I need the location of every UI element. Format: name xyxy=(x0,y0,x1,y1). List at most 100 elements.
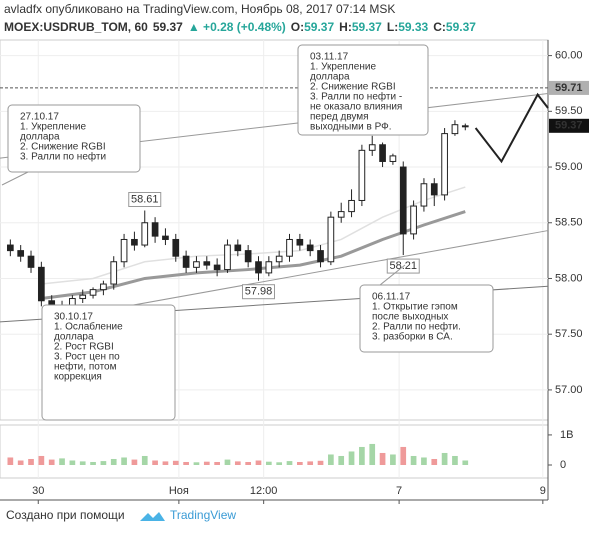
published-line: avladfx опубликовано на TradingView.com,… xyxy=(4,2,395,16)
candle-body xyxy=(89,289,97,296)
candle-body xyxy=(379,144,386,162)
ohlc-label: C: xyxy=(433,20,446,34)
ohlc-label: L: xyxy=(387,20,398,34)
x-tick-label: Ноя xyxy=(169,485,189,497)
volume-bar xyxy=(421,457,427,465)
ohlc-label: O: xyxy=(291,20,304,34)
callout-text: доллара xyxy=(310,72,350,83)
footer-text: Создано при помощи xyxy=(6,508,125,522)
candle-body xyxy=(110,261,118,285)
volume-bar xyxy=(193,462,200,465)
change: ▲ +0.28 (+0.48%) xyxy=(188,20,286,34)
callout-text: 3. Ралли по нефти - xyxy=(310,91,402,103)
symbol: MOEX:USDRUB_TOM, 60 xyxy=(4,20,148,34)
candle-body xyxy=(255,261,262,274)
volume-bar xyxy=(400,446,407,465)
candle-body xyxy=(100,283,107,291)
volume-bar xyxy=(379,452,386,465)
candle-body xyxy=(141,222,149,246)
ohlc-value: 59.37 xyxy=(304,20,334,34)
volume-bar xyxy=(431,458,438,465)
volume-bar xyxy=(79,461,86,465)
callout-text: 06.11.17 xyxy=(372,292,411,303)
x-tick-label: 9 xyxy=(540,485,546,497)
volume-bar xyxy=(410,455,417,465)
callout-text: 2. Ралли по нефти. xyxy=(372,321,461,333)
callout-text: 2. Снижение RGBI xyxy=(20,142,106,153)
candle-body xyxy=(244,250,252,263)
y-tick-label: 60.00 xyxy=(555,50,583,62)
y-tick-label: 58.00 xyxy=(555,272,583,284)
ohlc-value: 59.37 xyxy=(352,20,382,34)
callout-text: не оказало влияния xyxy=(310,102,402,113)
candle-body xyxy=(27,255,35,268)
candle-body xyxy=(348,199,355,213)
callout-box xyxy=(297,44,429,136)
ohlc-value: 59.33 xyxy=(398,20,428,34)
callout-text: 03.11.17 xyxy=(310,52,349,63)
volume-bar xyxy=(100,461,107,465)
callout-text: 30.10.17 xyxy=(54,312,93,323)
price-label: 57.98 xyxy=(245,286,273,298)
candle-body xyxy=(368,144,376,151)
y-tick-label: 59.00 xyxy=(555,161,583,173)
callout-text: 3. Ралли по нефти xyxy=(20,151,106,163)
candle-body xyxy=(461,125,469,128)
candle-body xyxy=(162,235,169,240)
callout-text: 1. Укрепление xyxy=(310,62,376,73)
volume-bar xyxy=(286,461,293,465)
candle-body xyxy=(420,183,428,207)
volume-bar xyxy=(390,454,396,465)
footer-brand: TradingView xyxy=(170,508,236,522)
callout-pointer xyxy=(1,171,29,186)
callout-text: 2. Рост RGBI xyxy=(54,342,114,353)
volume-bar xyxy=(17,460,24,465)
volume-tick-label: 1B xyxy=(560,429,573,441)
volume-bar xyxy=(276,462,283,465)
callout-text: 3. Рост цен по xyxy=(54,352,120,363)
volume-bar xyxy=(338,455,345,465)
callout-text: 3. разборки в СА. xyxy=(372,331,453,343)
price-label-box xyxy=(241,284,275,300)
y-tick-label: 59.50 xyxy=(555,105,583,117)
callout-text: после выходных xyxy=(372,312,448,323)
candle-body xyxy=(275,255,283,263)
candle-body xyxy=(358,149,366,201)
volume-bar xyxy=(28,458,34,465)
volume-tick-label: 0 xyxy=(560,459,566,471)
candle-body xyxy=(451,124,459,135)
candle-body xyxy=(327,216,335,263)
callout-text: доллара xyxy=(20,132,60,143)
candle-body xyxy=(38,266,45,302)
volume-bar xyxy=(7,457,14,465)
volume-bar xyxy=(214,461,220,465)
candle-body xyxy=(17,250,25,257)
volume-bar xyxy=(369,443,376,465)
candle-body xyxy=(182,255,190,268)
x-tick-label: 12:00 xyxy=(250,485,278,497)
callout-text: 1. Ослабление xyxy=(54,321,123,333)
volume-bar xyxy=(297,461,303,465)
volume-bar xyxy=(110,458,117,465)
volume-bar xyxy=(255,460,262,465)
callout-box xyxy=(41,304,176,421)
volume-bar xyxy=(307,461,314,465)
candle-body xyxy=(203,261,211,266)
volume-bar xyxy=(48,459,55,465)
volume-bar xyxy=(59,458,65,465)
candle-body xyxy=(317,250,324,263)
volume-bar xyxy=(441,452,448,465)
candle-body xyxy=(234,244,242,252)
volume-bar xyxy=(348,451,355,465)
candle-body xyxy=(172,238,180,257)
volume-bar xyxy=(131,459,138,465)
volume-bar xyxy=(462,460,469,465)
callout-text: выходными в РФ. xyxy=(310,122,392,133)
axis-price-label: 59.37 xyxy=(555,120,583,132)
callout-pointer xyxy=(379,264,406,286)
volume-bar xyxy=(265,461,272,465)
axis-price-box xyxy=(549,118,589,133)
price-label: 58.61 xyxy=(131,193,159,205)
